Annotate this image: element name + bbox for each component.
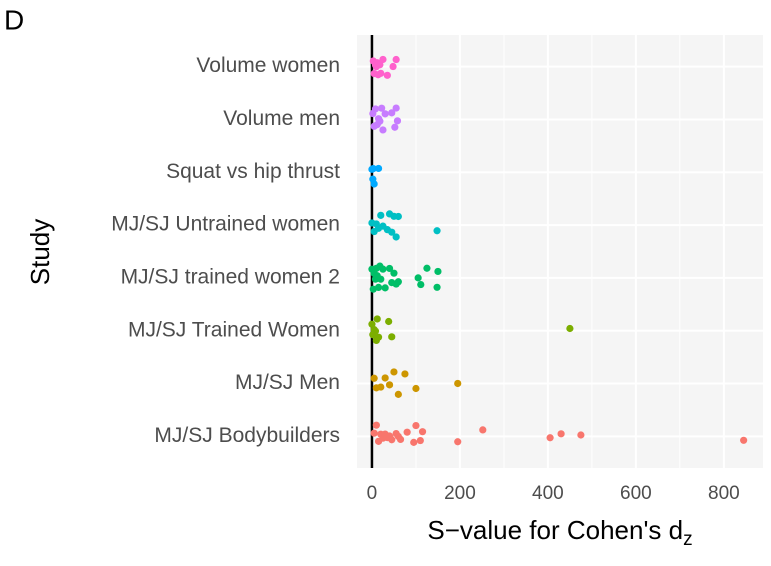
point <box>385 381 394 389</box>
point <box>390 269 398 277</box>
panel-background <box>357 35 763 468</box>
point <box>434 267 442 276</box>
point <box>433 283 441 291</box>
point <box>433 227 441 235</box>
point <box>371 105 380 113</box>
point <box>454 379 462 388</box>
point <box>394 212 402 221</box>
point <box>392 104 400 112</box>
point <box>414 274 422 282</box>
panel-tag: D <box>4 4 24 35</box>
point <box>379 126 387 134</box>
point <box>389 62 397 71</box>
point <box>479 426 487 434</box>
y-axis-title: Study <box>25 219 55 286</box>
point <box>381 110 389 118</box>
y-tick-label: Volume women <box>196 54 340 77</box>
point <box>374 283 383 291</box>
point <box>412 421 420 430</box>
point <box>383 71 391 79</box>
point <box>740 436 748 444</box>
point <box>412 384 420 393</box>
point <box>394 390 402 398</box>
point <box>381 374 389 382</box>
point <box>368 320 376 328</box>
x-axis-title-subscript: z <box>683 529 693 550</box>
point <box>388 109 396 117</box>
point <box>385 264 394 273</box>
point <box>393 117 402 125</box>
point <box>370 429 378 437</box>
point <box>372 421 380 429</box>
point <box>370 180 378 188</box>
y-tick-label: MJ/SJ Men <box>235 371 340 394</box>
point <box>577 431 585 439</box>
point <box>418 428 427 436</box>
point <box>401 370 409 378</box>
point <box>454 438 462 446</box>
x-tick-label: 600 <box>620 483 652 504</box>
point <box>369 164 377 173</box>
x-tick-label: 400 <box>532 483 564 504</box>
y-tick-label: Squat vs hip thrust <box>166 160 340 183</box>
point <box>388 436 396 444</box>
point <box>377 383 385 391</box>
point <box>376 117 384 125</box>
point <box>376 61 384 69</box>
point <box>388 228 396 236</box>
point <box>391 123 399 131</box>
y-tick-label: Volume men <box>223 107 340 130</box>
point <box>379 55 387 64</box>
point <box>403 428 411 436</box>
point <box>396 435 405 443</box>
point <box>374 333 383 341</box>
y-tick-label: MJ/SJ Bodybuilders <box>154 424 340 447</box>
point <box>370 374 378 382</box>
point <box>377 275 385 283</box>
point <box>373 315 381 323</box>
point <box>381 284 389 292</box>
point <box>378 104 386 112</box>
point <box>377 211 385 219</box>
y-tick-label: MJ/SJ Untrained women <box>111 213 340 236</box>
point <box>423 264 431 272</box>
point <box>394 278 402 286</box>
point <box>417 280 425 289</box>
point <box>388 333 396 341</box>
point <box>371 327 380 335</box>
x-axis-title-text: S−value for Cohen's d <box>427 515 683 545</box>
point <box>377 69 385 77</box>
point <box>385 317 393 326</box>
point <box>374 164 383 173</box>
point <box>416 436 424 445</box>
point <box>566 324 574 333</box>
x-axis-title: S−value for Cohen's dz <box>427 515 692 550</box>
y-tick-label: MJ/SJ Trained Women <box>128 318 340 341</box>
point <box>557 430 565 438</box>
y-tick-label: MJ/SJ trained women 2 <box>121 265 340 288</box>
x-tick-label: 200 <box>444 483 476 504</box>
point <box>392 233 400 241</box>
point <box>392 55 400 64</box>
point <box>390 368 398 376</box>
point <box>410 438 418 446</box>
point <box>379 265 387 273</box>
point <box>546 434 554 442</box>
x-tick-label: 800 <box>708 483 740 504</box>
x-tick-label: 0 <box>367 483 378 504</box>
